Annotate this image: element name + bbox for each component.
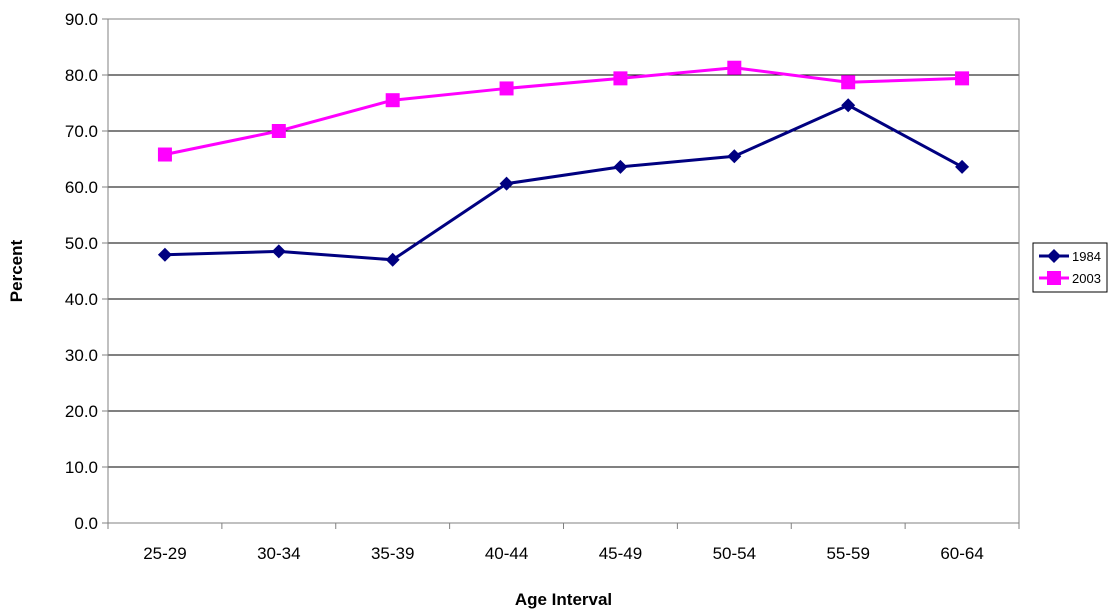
series-line [164,66,963,156]
legend-item-1984: 1984 [1039,249,1101,264]
series-layer [157,60,970,267]
y-tick-label: 40.0 [65,290,98,309]
legend-marker [1047,271,1061,285]
gridlines [108,74,1019,468]
data-point [385,93,400,108]
x-tick-label: 40-44 [485,544,528,563]
legend-box [1032,242,1108,293]
data-point [841,98,856,113]
data-point [157,247,172,262]
data-point [385,252,400,267]
data-point [955,159,970,174]
x-tick-label: 30-34 [257,544,300,563]
y-tick-label: 80.0 [65,66,98,85]
x-tick-label: 35-39 [371,544,414,563]
x-tick-label: 60-64 [940,544,983,563]
legend-marker [1047,249,1061,263]
data-point [727,149,742,164]
data-point [271,124,286,138]
x-tick-label: 50-54 [713,544,756,563]
y-tick-label: 90.0 [65,10,98,29]
legend-label: 2003 [1072,271,1101,286]
y-tick-label: 0.0 [74,514,98,533]
y-tick-label: 50.0 [65,234,98,253]
plot-area [107,18,1020,524]
data-point [499,176,514,191]
legend-label: 1984 [1072,249,1101,264]
x-axis: 25-29 30-34 35-39 40-44 45-49 50-54 55-59 60-64 [107,523,1020,563]
data-point [841,75,856,90]
data-point [613,159,628,174]
y-axis-title: Percent [7,239,26,302]
series-1984 [157,98,970,267]
legend-item-2003: 2003 [1039,271,1101,286]
data-point [157,147,172,162]
x-axis-title: Age Interval [515,590,612,609]
y-tick-label: 30.0 [65,346,98,365]
data-point [613,71,628,86]
x-tick-label: 55-59 [826,544,869,563]
data-point [727,60,742,75]
y-axis: 0.0 10.0 20.0 30.0 40.0 50.0 60.0 70.0 80.0 90.0 [65,10,108,533]
y-tick-label: 10.0 [65,458,98,477]
series-line [164,103,963,262]
x-tick-label: 25-29 [143,544,186,563]
y-tick-label: 60.0 [65,178,98,197]
x-tick-label: 45-49 [599,544,642,563]
legend: 1984 2003 [1032,242,1108,293]
data-point [955,71,970,86]
data-point [271,244,286,259]
series-2003 [157,60,970,162]
y-tick-label: 70.0 [65,122,98,141]
data-point [499,81,514,96]
y-tick-label: 20.0 [65,402,98,421]
